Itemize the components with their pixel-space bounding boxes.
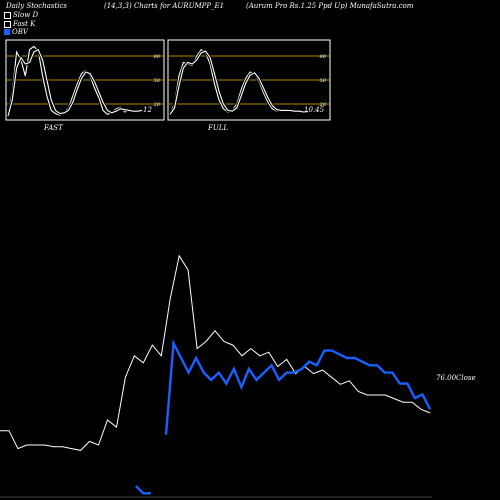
series-line-slow-d <box>169 50 309 115</box>
legend-swatch <box>4 29 10 35</box>
obv-line <box>164 339 432 435</box>
y-tick-label: 80 <box>154 54 161 60</box>
y-tick-label: 80 <box>320 54 327 60</box>
legend-swatch <box>4 11 11 19</box>
legend-item-slow-d: Slow D <box>4 11 38 19</box>
panel-caption-full: FULL <box>208 124 229 132</box>
legend-swatch <box>4 20 11 28</box>
obv-line <box>134 485 151 495</box>
price-close-label: 76.00Close <box>436 374 476 382</box>
chart-symbol-title: (14,3,3) Charts for AURUMPP_E1 <box>104 2 225 10</box>
series-line-fast-k <box>7 45 143 116</box>
legend-label: Slow D <box>13 11 39 19</box>
series-line-slow-d <box>7 48 143 117</box>
fast-last-value: 12 <box>143 106 152 114</box>
y-tick-label: 20 <box>153 102 161 108</box>
legend-label: Fast K <box>13 20 36 28</box>
full-last-value: 10.45 <box>304 106 325 114</box>
price-line <box>0 254 431 451</box>
panel-caption-fast: FAST <box>44 124 63 132</box>
chart-source-title: (Aurum Pro Rs.1.25 Ppd Up) MunafaSutra.c… <box>246 2 414 10</box>
series-outline <box>168 49 309 116</box>
legend-item-fast-k: Fast K <box>4 20 35 28</box>
y-tick-label: 50 <box>154 78 161 84</box>
legend-item-obv: OBV <box>4 28 28 36</box>
chart-type-title: Daily Stochastics <box>6 2 68 10</box>
y-tick-label: 50 <box>320 78 327 84</box>
legend-label: OBV <box>12 28 28 36</box>
y-tick-label: 20 <box>319 102 327 108</box>
